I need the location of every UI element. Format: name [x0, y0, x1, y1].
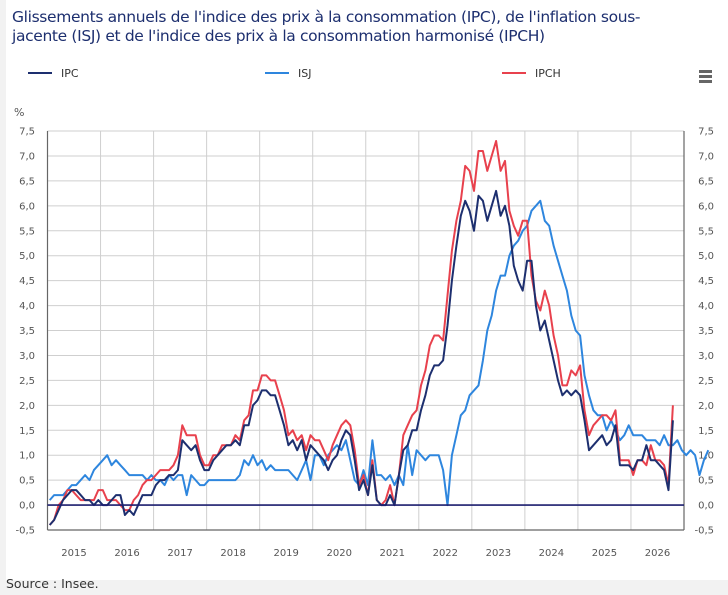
y-tick-label-right: 4,5 [698, 276, 714, 287]
y-tick-label-right: 2,0 [698, 401, 714, 412]
y-tick-label-right: 5,5 [698, 226, 714, 237]
y-tick-label-left: 0,5 [19, 476, 35, 487]
y-tick-label-left: 0,0 [19, 501, 35, 512]
x-tick-label: 2025 [592, 548, 617, 559]
y-tick-label-right: 5,0 [698, 251, 714, 262]
y-tick-label-right: -0,5 [694, 526, 714, 537]
x-tick-label: 2024 [539, 548, 564, 559]
legend-item-isj[interactable]: ISJ [265, 66, 311, 80]
y-tick-label-left: 5,5 [19, 226, 35, 237]
y-tick-label-left: 2,0 [19, 401, 35, 412]
x-tick-label: 2018 [220, 548, 245, 559]
y-tick-label-left: 7,0 [19, 151, 35, 162]
x-tick-label: 2026 [645, 548, 670, 559]
y-tick-label-right: 0,0 [698, 501, 714, 512]
legend-label-ipc: IPC [61, 66, 79, 80]
y-tick-label-left: 7,5 [19, 127, 35, 138]
x-tick-label: 2019 [273, 548, 298, 559]
y-tick-label-left: 3,5 [19, 326, 35, 337]
y-tick-label-right: 3,5 [698, 326, 714, 337]
x-tick-label: 2016 [114, 548, 139, 559]
y-axis-unit: % [14, 106, 25, 119]
y-tick-label-right: 7,0 [698, 151, 714, 162]
y-tick-label-left: -0,5 [15, 526, 35, 537]
source-note: Source : Insee. [6, 576, 99, 591]
x-tick-label: 2022 [433, 548, 458, 559]
chart-title: Glissements annuels de l'indice des prix… [12, 8, 641, 45]
y-tick-label-right: 6,0 [698, 201, 714, 212]
x-tick-label: 2020 [327, 548, 352, 559]
y-tick-label-left: 1,5 [19, 426, 35, 437]
y-tick-label-left: 5,0 [19, 251, 35, 262]
y-tick-label-left: 4,5 [19, 276, 35, 287]
y-tick-label-left: 6,5 [19, 176, 35, 187]
x-tick-label: 2023 [486, 548, 511, 559]
y-tick-label-left: 3,0 [19, 351, 35, 362]
y-tick-label-right: 2,5 [698, 376, 714, 387]
y-tick-label-left: 6,0 [19, 201, 35, 212]
legend-swatch-ipch [502, 72, 526, 74]
series-line-isj [48, 199, 710, 507]
y-tick-label-left: 4,0 [19, 301, 35, 312]
y-tick-label-right: 4,0 [698, 301, 714, 312]
y-tick-label-right: 3,0 [698, 351, 714, 362]
series-line-ipch [48, 140, 674, 526]
y-tick-label-right: 6,5 [698, 176, 714, 187]
x-tick-label: 2017 [167, 548, 192, 559]
y-tick-label-left: 2,5 [19, 376, 35, 387]
legend-swatch-isj [265, 72, 289, 74]
x-tick-label: 2015 [61, 548, 86, 559]
y-tick-label-right: 0,5 [698, 476, 714, 487]
y-tick-label-left: 1,0 [19, 451, 35, 462]
legend-item-ipc[interactable]: IPC [28, 66, 79, 80]
hamburger-menu-icon[interactable] [699, 70, 712, 84]
x-tick-label: 2021 [380, 548, 405, 559]
series-line-ipc [48, 189, 674, 526]
y-tick-label-right: 7,5 [698, 127, 714, 138]
legend-label-ipch: IPCH [535, 66, 561, 80]
y-tick-label-right: 1,5 [698, 426, 714, 437]
legend-item-ipch[interactable]: IPCH [502, 66, 561, 80]
legend-swatch-ipc [28, 72, 52, 74]
legend-label-isj: ISJ [298, 66, 312, 80]
